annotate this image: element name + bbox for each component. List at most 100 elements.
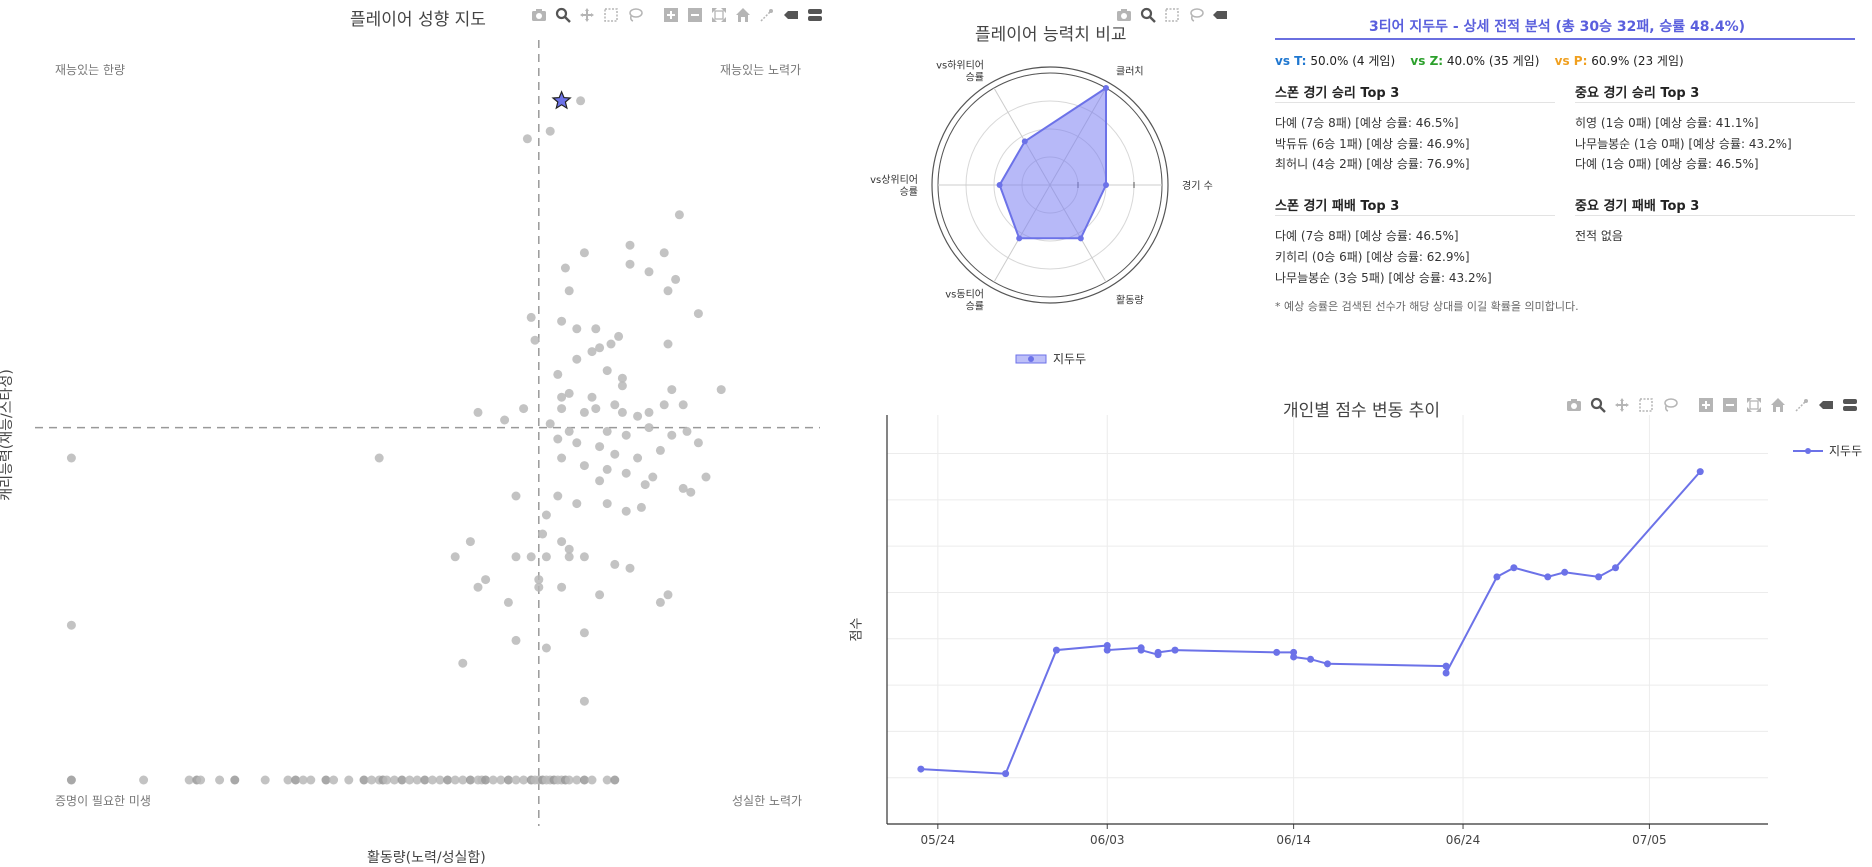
line-point (1696, 468, 1704, 476)
scatter-point (572, 354, 582, 364)
important-win-item: 다예 (1승 0패) [예상 승률: 46.5%] (1575, 157, 1759, 171)
spike-icon[interactable] (1793, 396, 1811, 414)
line-panel: 개인별 점수 변동 추이 05/24 06/03 06/14 06/24 07/05 점… (845, 390, 1872, 866)
scatter-point (655, 597, 665, 607)
box-select-icon[interactable] (1637, 396, 1655, 414)
scatter-point (663, 286, 673, 296)
pan-icon[interactable] (1613, 396, 1631, 414)
scatter-point (538, 529, 548, 539)
scatter-point (636, 502, 646, 512)
scatter-point (606, 339, 616, 349)
scatter-point (693, 309, 703, 319)
scatter-point (450, 775, 460, 785)
radar-legend[interactable]: 지두두 (1015, 350, 1086, 367)
zoom-in-icon[interactable] (1697, 396, 1715, 414)
vs-z-label: vs Z: (1410, 54, 1444, 68)
scatter-point (587, 775, 597, 785)
scatter-point (564, 388, 574, 398)
scatter-point (557, 537, 567, 547)
radar-modebar (1115, 6, 1229, 24)
radar-point (1077, 235, 1084, 242)
line-point (1612, 564, 1620, 572)
scatter-point (496, 775, 506, 785)
vs-p-label: vs P: (1554, 54, 1588, 68)
scatter-point (367, 775, 377, 785)
scatter-point (701, 472, 711, 482)
lasso-icon[interactable] (1661, 396, 1679, 414)
scatter-point (511, 491, 521, 501)
scatter-point (511, 775, 521, 785)
line-point (1442, 669, 1450, 677)
vs-p-value: 60.9% (23 게임) (1591, 54, 1684, 68)
scatter-point (488, 775, 498, 785)
scatter-point (526, 552, 536, 562)
line-point (1052, 646, 1060, 654)
scatter-point (644, 267, 654, 277)
zoom-icon[interactable] (1589, 396, 1607, 414)
radar-point (1103, 182, 1109, 188)
scatter-point (610, 400, 620, 410)
scatter-point (66, 620, 76, 630)
home-icon[interactable] (1769, 396, 1787, 414)
radar-axis-label-line: vs동티어 (945, 288, 984, 300)
radar-legend-swatch (1015, 354, 1047, 363)
scatter-point (579, 552, 589, 562)
box-select-icon[interactable] (602, 6, 620, 24)
scatter-point (572, 324, 582, 334)
scatter-point (196, 775, 206, 785)
line-point (1154, 648, 1162, 656)
scatter-point (306, 775, 316, 785)
scatter-point (435, 775, 445, 785)
box-select-icon[interactable] (1163, 6, 1181, 24)
home-icon[interactable] (734, 6, 752, 24)
hover-closest-icon[interactable] (1817, 396, 1835, 414)
scatter-point (412, 775, 422, 785)
zoom-in-icon[interactable] (662, 6, 680, 24)
camera-icon[interactable] (1565, 396, 1583, 414)
hover-compare-icon[interactable] (1841, 396, 1859, 414)
radar-point (1103, 85, 1109, 92)
scatter-point (621, 506, 631, 516)
scatter-point (640, 480, 650, 490)
pan-icon[interactable] (578, 6, 596, 24)
scatter-point (541, 643, 551, 653)
spawn-win-heading: 스폰 경기 승리 Top 3 (1275, 86, 1400, 101)
line-point (1273, 648, 1281, 656)
zoom-out-icon[interactable] (1721, 396, 1739, 414)
scatter-point (557, 392, 567, 402)
zoom-icon[interactable] (554, 6, 572, 24)
camera-icon[interactable] (1115, 6, 1133, 24)
hover-closest-icon[interactable] (1211, 6, 1229, 24)
lasso-icon[interactable] (626, 6, 644, 24)
scatter-point (602, 366, 612, 376)
zoom-out-icon[interactable] (686, 6, 704, 24)
scatter-title: 플레이어 성향 지도 (350, 10, 486, 30)
hover-compare-icon[interactable] (806, 6, 824, 24)
quadrant-label-top-left: 재능있는 한량 (55, 63, 126, 77)
line-chart[interactable]: 05/24 06/03 06/14 06/24 07/05 (845, 390, 1872, 866)
spawn-win-item: 박듀듀 (6승 1패) [예상 승률: 46.9%] (1275, 137, 1470, 151)
scatter-point (557, 404, 567, 414)
line-x-tick-label: 06/24 (1446, 833, 1481, 847)
scatter-point (534, 575, 544, 585)
autoscale-icon[interactable] (710, 6, 728, 24)
lasso-icon[interactable] (1187, 6, 1205, 24)
autoscale-icon[interactable] (1745, 396, 1763, 414)
scatter-point (716, 385, 726, 395)
line-point (1171, 646, 1179, 654)
spawn-loss-item: 다예 (7승 8패) [예상 승률: 46.5%] (1275, 229, 1459, 243)
line-legend[interactable]: 지두두 (1793, 442, 1862, 459)
scatter-point (602, 464, 612, 474)
camera-icon[interactable] (530, 6, 548, 24)
scatter-plot[interactable] (0, 0, 845, 866)
hover-closest-icon[interactable] (782, 6, 800, 24)
scatter-point (458, 658, 468, 668)
scatter-point (614, 331, 624, 341)
scatter-point (511, 635, 521, 645)
scatter-point (579, 775, 589, 785)
scatter-point (602, 426, 612, 436)
scatter-point (557, 453, 567, 463)
spike-icon[interactable] (758, 6, 776, 24)
zoom-icon[interactable] (1139, 6, 1157, 24)
